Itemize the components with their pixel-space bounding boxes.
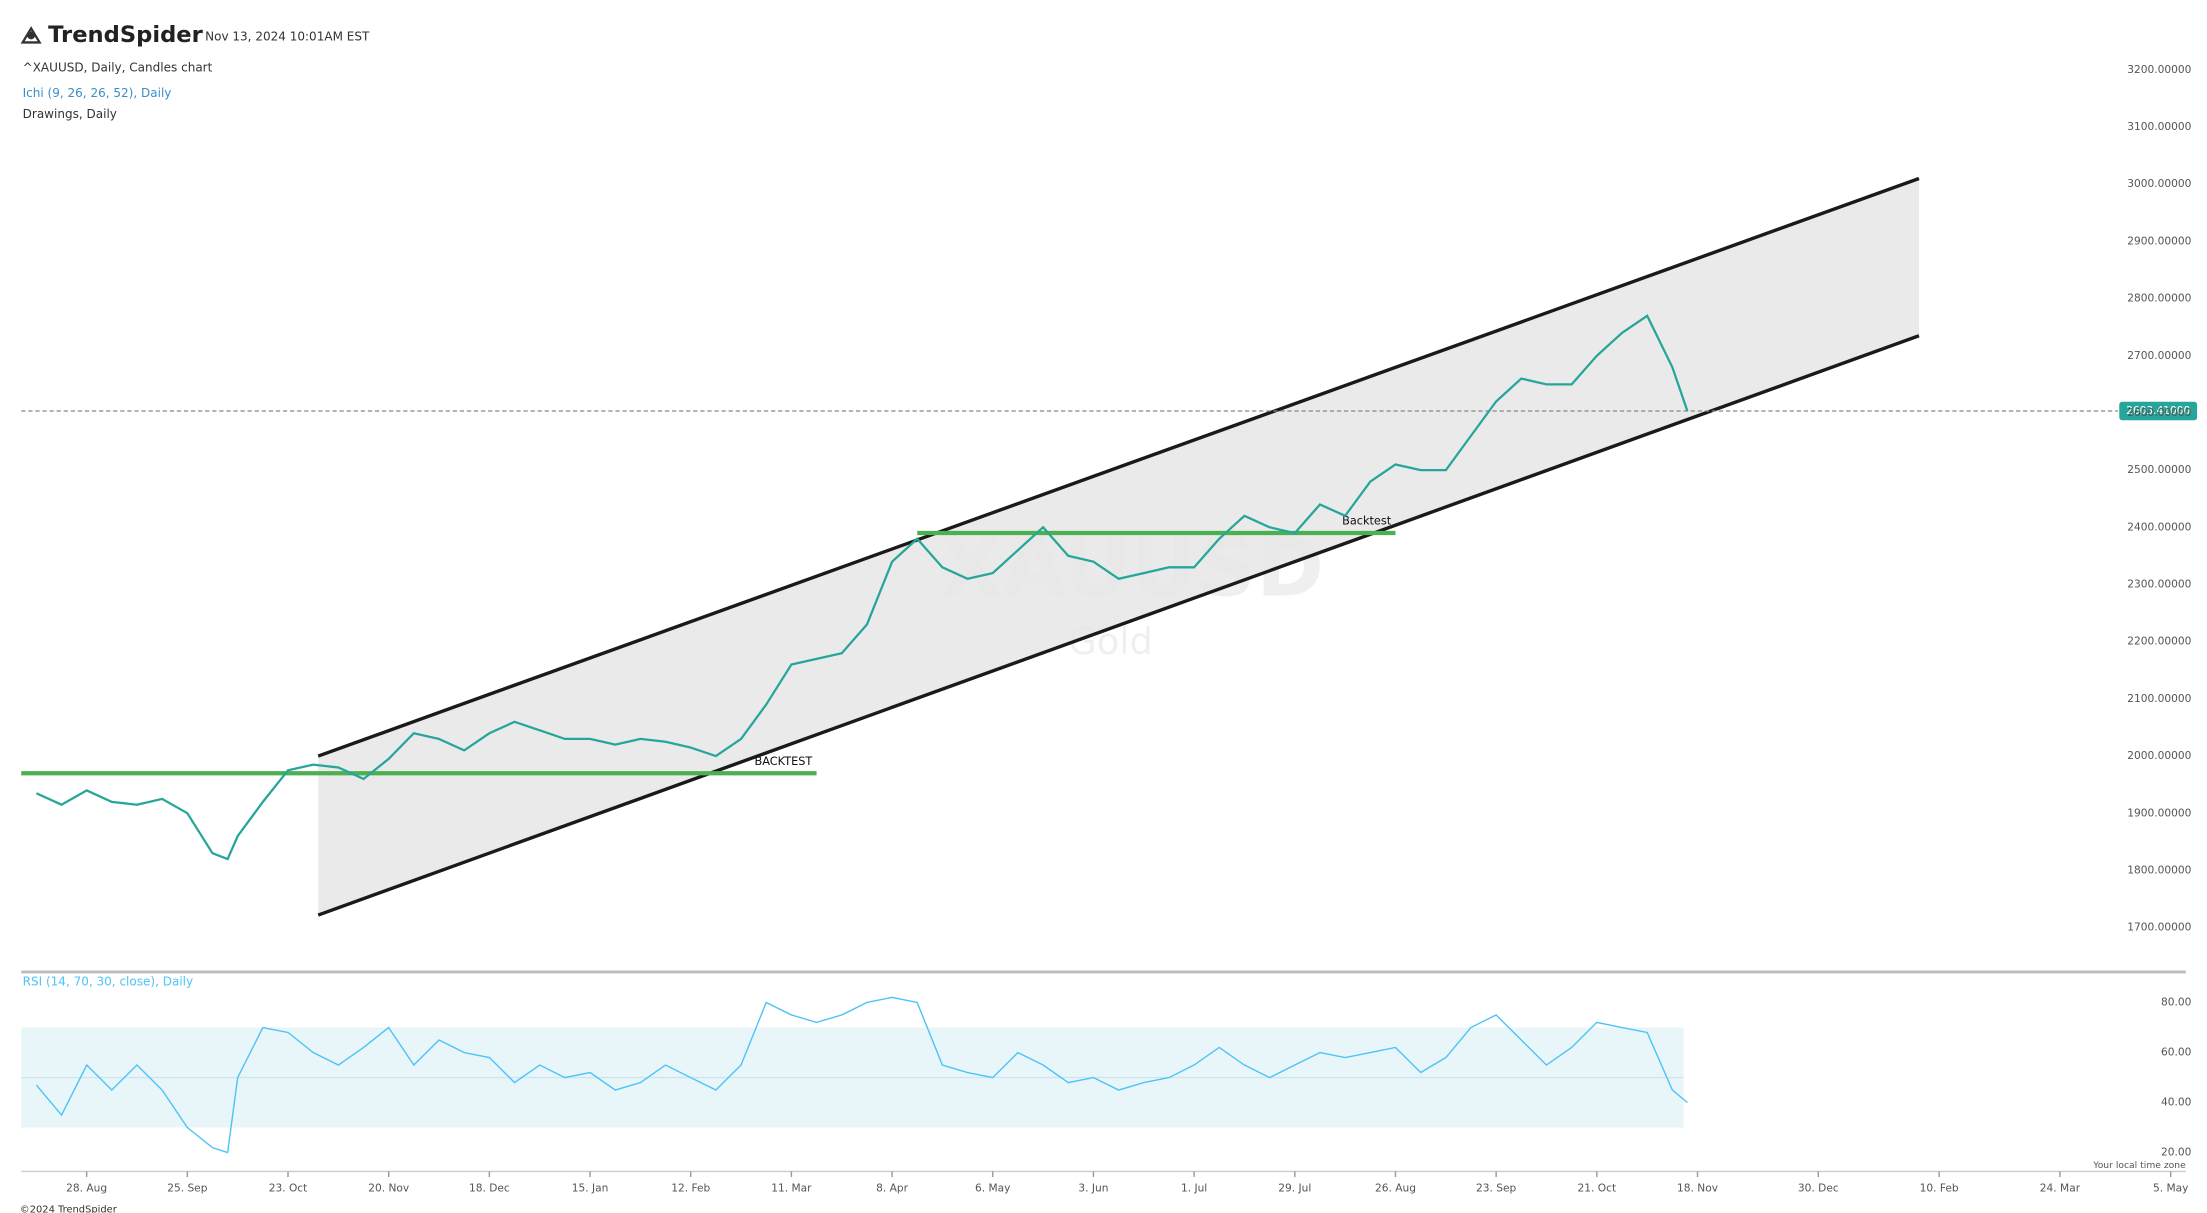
channel-fill	[318, 178, 1919, 916]
x-tick-label: 11. Mar	[771, 1181, 812, 1194]
y-tick-label: 2600.00000	[2127, 406, 2191, 419]
y-tick-label: 2900.00000	[2127, 234, 2191, 247]
x-tick-label: 28. Aug	[66, 1181, 107, 1194]
x-tick-label: 18. Nov	[1677, 1181, 1718, 1194]
y-tick-label: 20.00	[2161, 1146, 2192, 1159]
x-tick-label: 26. Aug	[1375, 1181, 1416, 1194]
x-tick-label: 25. Sep	[167, 1181, 208, 1194]
y-tick-label: 2100.00000	[2127, 692, 2191, 705]
x-tick-label: 23. Sep	[1476, 1181, 1517, 1194]
y-tick-label: 2800.00000	[2127, 292, 2191, 305]
y-tick-label: 40.00	[2161, 1096, 2192, 1109]
x-tick-label: 30. Dec	[1798, 1181, 1839, 1194]
x-tick-label: 12. Feb	[671, 1181, 710, 1194]
last-price-tag	[2119, 401, 2198, 421]
y-tick-label: 2000.00000	[2127, 749, 2191, 762]
x-tick-label: 18. Dec	[469, 1181, 510, 1194]
y-tick-label: 3200.00000	[2127, 63, 2191, 76]
level-label: Backtest	[1342, 515, 1392, 528]
x-tick-label: 20. Nov	[368, 1181, 409, 1194]
y-tick-label: 2500.00000	[2127, 463, 2191, 476]
logo-icon	[20, 26, 42, 44]
channel-line	[317, 176, 1920, 758]
y-tick-label: 3100.00000	[2127, 120, 2191, 133]
y-tick-label: 60.00	[2161, 1046, 2192, 1059]
y-tick-label: 1900.00000	[2127, 806, 2191, 819]
timestamp: Nov 13, 2024 10:01AM EST	[205, 29, 370, 43]
x-tick-label: 5. May	[2153, 1181, 2188, 1194]
x-tick-label: 8. Apr	[876, 1181, 908, 1194]
last-price-label: 2603.41000	[2126, 404, 2190, 417]
brand: TrendSpider	[48, 22, 204, 48]
level-label: BACKTEST	[755, 755, 813, 768]
copyright: ©2024 TrendSpider	[20, 1205, 118, 1213]
indicator-label: Ichi (9, 26, 26, 52), Daily	[23, 86, 172, 100]
x-tick-label: 3. Jun	[1078, 1181, 1108, 1194]
y-tick-label: 1700.00000	[2127, 921, 2191, 934]
x-tick-label: 1. Jul	[1181, 1181, 1207, 1194]
timezone-note: Your local time zone	[2092, 1160, 2186, 1171]
series-line	[35, 314, 1689, 861]
y-tick-label: 2700.00000	[2127, 349, 2191, 362]
y-tick-label: 2300.00000	[2127, 578, 2191, 591]
x-tick-label: 21. Oct	[1578, 1181, 1617, 1194]
y-tick-label: 80.00	[2161, 995, 2192, 1008]
drawings-label: Drawings, Daily	[23, 107, 117, 121]
x-tick-label: 29. Jul	[1278, 1181, 1311, 1194]
x-tick-label: 23. Oct	[269, 1181, 308, 1194]
y-tick-label: 2200.00000	[2127, 635, 2191, 648]
x-tick-label: 24. Mar	[2040, 1181, 2081, 1194]
y-tick-label: 1800.00000	[2127, 863, 2191, 876]
symbol-info: ^XAUUSD, Daily, Candles chart	[23, 60, 213, 74]
y-tick-label: 2400.00000	[2127, 520, 2191, 533]
y-tick-label: 3000.00000	[2127, 177, 2191, 190]
x-tick-label: 6. May	[975, 1181, 1010, 1194]
x-tick-label: 15. Jan	[572, 1181, 609, 1194]
panel-title: RSI (14, 70, 30, close), Daily	[23, 974, 194, 988]
x-tick-label: 10. Feb	[1920, 1181, 1959, 1194]
series-line	[35, 996, 1688, 1154]
channel-line	[317, 334, 1920, 917]
